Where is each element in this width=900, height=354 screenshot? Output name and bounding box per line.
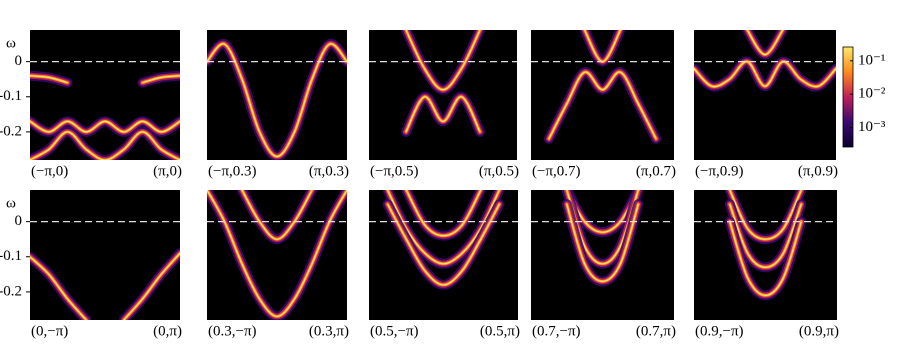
band-line bbox=[30, 120, 180, 133]
band-line bbox=[746, 30, 784, 56]
band-line bbox=[207, 190, 347, 318]
band-line bbox=[241, 190, 313, 240]
band-line bbox=[405, 190, 482, 237]
y-tick-label: -0.2 bbox=[0, 283, 22, 299]
x-end-label: (π,0.5) bbox=[479, 163, 519, 179]
x-end-label: (π,0) bbox=[153, 163, 182, 179]
y-tick-label: -0.1 bbox=[0, 248, 22, 264]
x-end-label: (π,0.9) bbox=[798, 163, 838, 179]
x-end-label: (π,0.3) bbox=[309, 163, 349, 179]
band-line bbox=[30, 256, 87, 320]
x-start-label: (−π,0) bbox=[31, 163, 68, 179]
x-start-label: (−π,0.3) bbox=[208, 163, 257, 179]
x-start-label: (0.5,−π) bbox=[370, 323, 419, 339]
y-axis-label: ω bbox=[6, 195, 16, 211]
panel bbox=[694, 30, 836, 92]
panel bbox=[401, 30, 485, 137]
x-start-label: (0,−π) bbox=[31, 323, 68, 339]
y-tick-label: -0.2 bbox=[0, 123, 22, 139]
colorbar-tick-label: 10⁻¹ bbox=[858, 52, 885, 68]
panel bbox=[30, 70, 180, 160]
panel bbox=[724, 190, 807, 301]
band-line bbox=[566, 190, 639, 233]
x-start-label: (−π,0.9) bbox=[695, 163, 744, 179]
x-end-label: (0.5,π) bbox=[480, 323, 520, 339]
y-axis-label: ω bbox=[6, 35, 16, 51]
band-line bbox=[387, 203, 500, 286]
colorbar-tick-label: 10⁻² bbox=[858, 86, 886, 102]
band-line bbox=[729, 190, 802, 240]
x-end-label: (0.3,π) bbox=[309, 323, 349, 339]
x-start-label: (0.9,−π) bbox=[695, 323, 744, 339]
band-line bbox=[405, 30, 481, 91]
panel bbox=[207, 190, 347, 320]
band-line bbox=[142, 75, 180, 84]
band-line bbox=[30, 131, 180, 160]
panel-background bbox=[531, 30, 674, 160]
colorbar-tick-label: 10⁻³ bbox=[858, 119, 886, 135]
band-line bbox=[548, 71, 657, 140]
panel bbox=[543, 30, 662, 144]
panel-background bbox=[207, 190, 347, 320]
colorbar bbox=[842, 46, 854, 148]
band-line bbox=[30, 75, 68, 84]
panel bbox=[30, 248, 180, 320]
panel bbox=[207, 38, 347, 160]
x-start-label: (0.7,−π) bbox=[532, 323, 581, 339]
band-line bbox=[387, 190, 500, 265]
band-line bbox=[207, 43, 347, 158]
x-end-label: (0.9,π) bbox=[799, 323, 839, 339]
band-line bbox=[123, 252, 180, 320]
panel bbox=[561, 190, 644, 287]
x-end-label: (0,π) bbox=[153, 323, 182, 339]
panel-background bbox=[30, 190, 180, 320]
x-end-label: (π,0.7) bbox=[636, 163, 676, 179]
band-line bbox=[729, 203, 802, 268]
panel bbox=[382, 190, 505, 290]
y-tick-label: -0.1 bbox=[0, 88, 22, 104]
band-line bbox=[694, 61, 836, 88]
panel-background bbox=[369, 30, 517, 160]
band-line bbox=[405, 96, 481, 133]
x-start-label: (0.3,−π) bbox=[208, 323, 257, 339]
panel-background bbox=[531, 190, 674, 320]
x-end-label: (0.7,π) bbox=[636, 323, 676, 339]
band-line bbox=[566, 203, 639, 283]
band-line bbox=[729, 221, 802, 297]
panel-background bbox=[694, 30, 836, 160]
y-tick-label: 0 bbox=[15, 213, 23, 229]
y-tick-label: 0 bbox=[15, 53, 23, 69]
panel-background bbox=[694, 190, 837, 320]
x-start-label: (−π,0.7) bbox=[532, 163, 581, 179]
x-start-label: (−π,0.5) bbox=[370, 163, 419, 179]
